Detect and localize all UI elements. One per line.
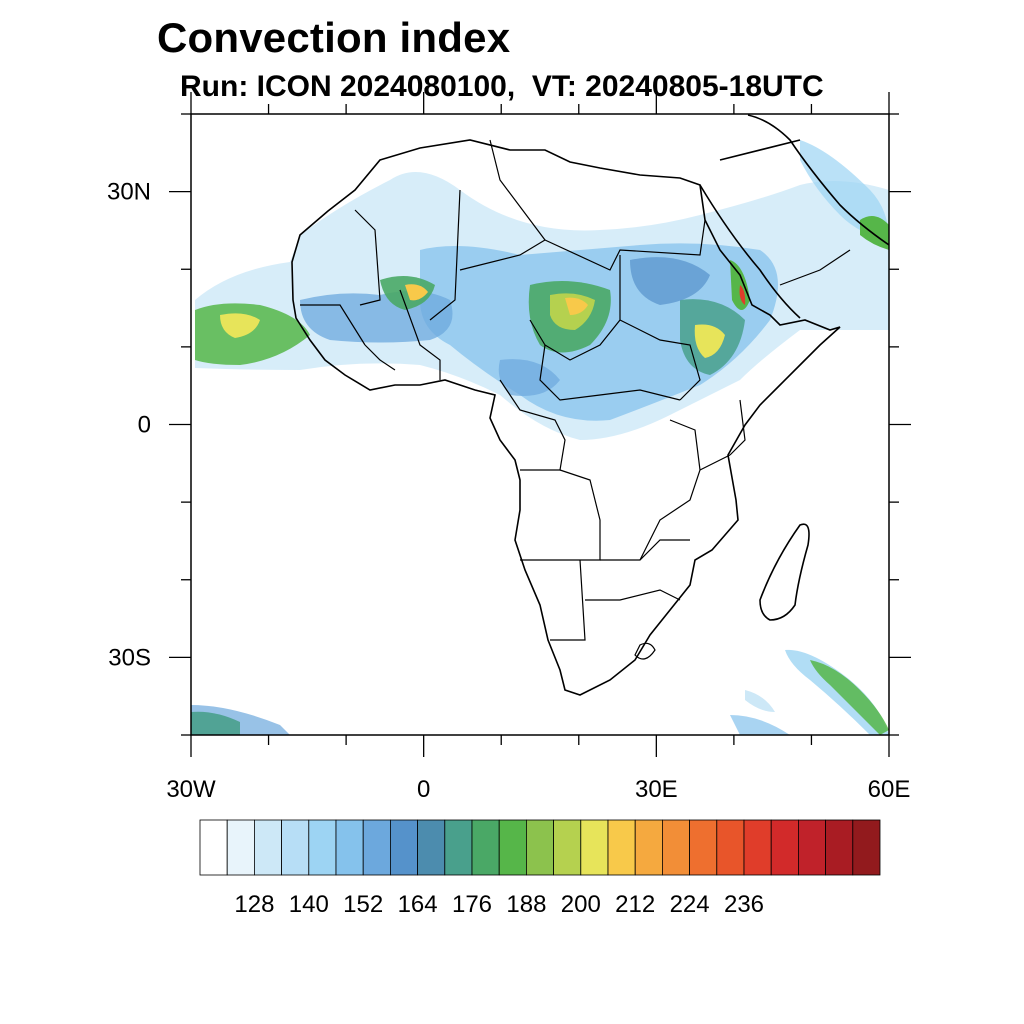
colorbar-swatch (743, 819, 772, 876)
colorbar-label: 212 (615, 891, 655, 918)
colorbar-swatch (226, 819, 255, 876)
lon-tick-label: 30W (166, 776, 216, 803)
convection-field (191, 140, 889, 735)
colorbar-swatch (417, 819, 446, 876)
colorbar-label: 224 (670, 891, 710, 918)
colorbar-swatch (580, 819, 609, 876)
colorbar-swatch (471, 819, 500, 876)
map-title: Convection index (157, 14, 511, 61)
colorbar-swatch (498, 819, 527, 876)
colorbar-swatch (335, 819, 364, 876)
colorbar-swatch (308, 819, 337, 876)
colorbar-label: 140 (289, 891, 329, 918)
colorbar-swatch (770, 819, 799, 876)
colorbar-swatch (634, 819, 663, 876)
coastlines (291, 114, 889, 696)
lon-tick-label: 0 (417, 776, 430, 803)
lat-tick-label: 30N (107, 179, 151, 206)
colorbar-swatch (662, 819, 691, 876)
colorbar-swatch (253, 819, 282, 876)
lat-tick-label: 30S (108, 644, 151, 671)
colorbar-swatch (526, 819, 555, 876)
map-subtitle: Run: ICON 2024080100, VT: 20240805-18UTC (180, 70, 824, 103)
colorbar-swatch (852, 819, 881, 876)
colorbar-swatch (199, 819, 228, 876)
colorbar-swatch (362, 819, 391, 876)
colorbar-swatch (444, 819, 473, 876)
colorbar-label: 188 (506, 891, 546, 918)
country-borders (300, 139, 851, 660)
colorbar-label: 200 (561, 891, 601, 918)
colorbar-swatch (798, 819, 827, 876)
colorbar-swatch (389, 819, 418, 876)
colorbar-swatch (281, 819, 310, 876)
colorbar-swatch (825, 819, 854, 876)
lon-tick-label: 60E (868, 776, 911, 803)
colorbar: 128 140 152 164 176 188 200 212 224 236 (199, 819, 881, 918)
colorbar-label: 152 (343, 891, 383, 918)
colorbar-swatch (607, 819, 636, 876)
lon-tick-label: 30E (635, 776, 678, 803)
colorbar-label: 236 (724, 891, 764, 918)
lat-tick-label: 0 (138, 412, 151, 439)
colorbar-swatch (553, 819, 582, 876)
colorbar-label: 176 (452, 891, 492, 918)
colorbar-label: 128 (234, 891, 274, 918)
axis-ticks (169, 92, 911, 757)
axis-labels: 30N 0 30S 30W 0 30E 60E (107, 179, 910, 803)
colorbar-label: 164 (398, 891, 438, 918)
colorbar-swatch (689, 819, 718, 876)
colorbar-swatch (716, 819, 745, 876)
